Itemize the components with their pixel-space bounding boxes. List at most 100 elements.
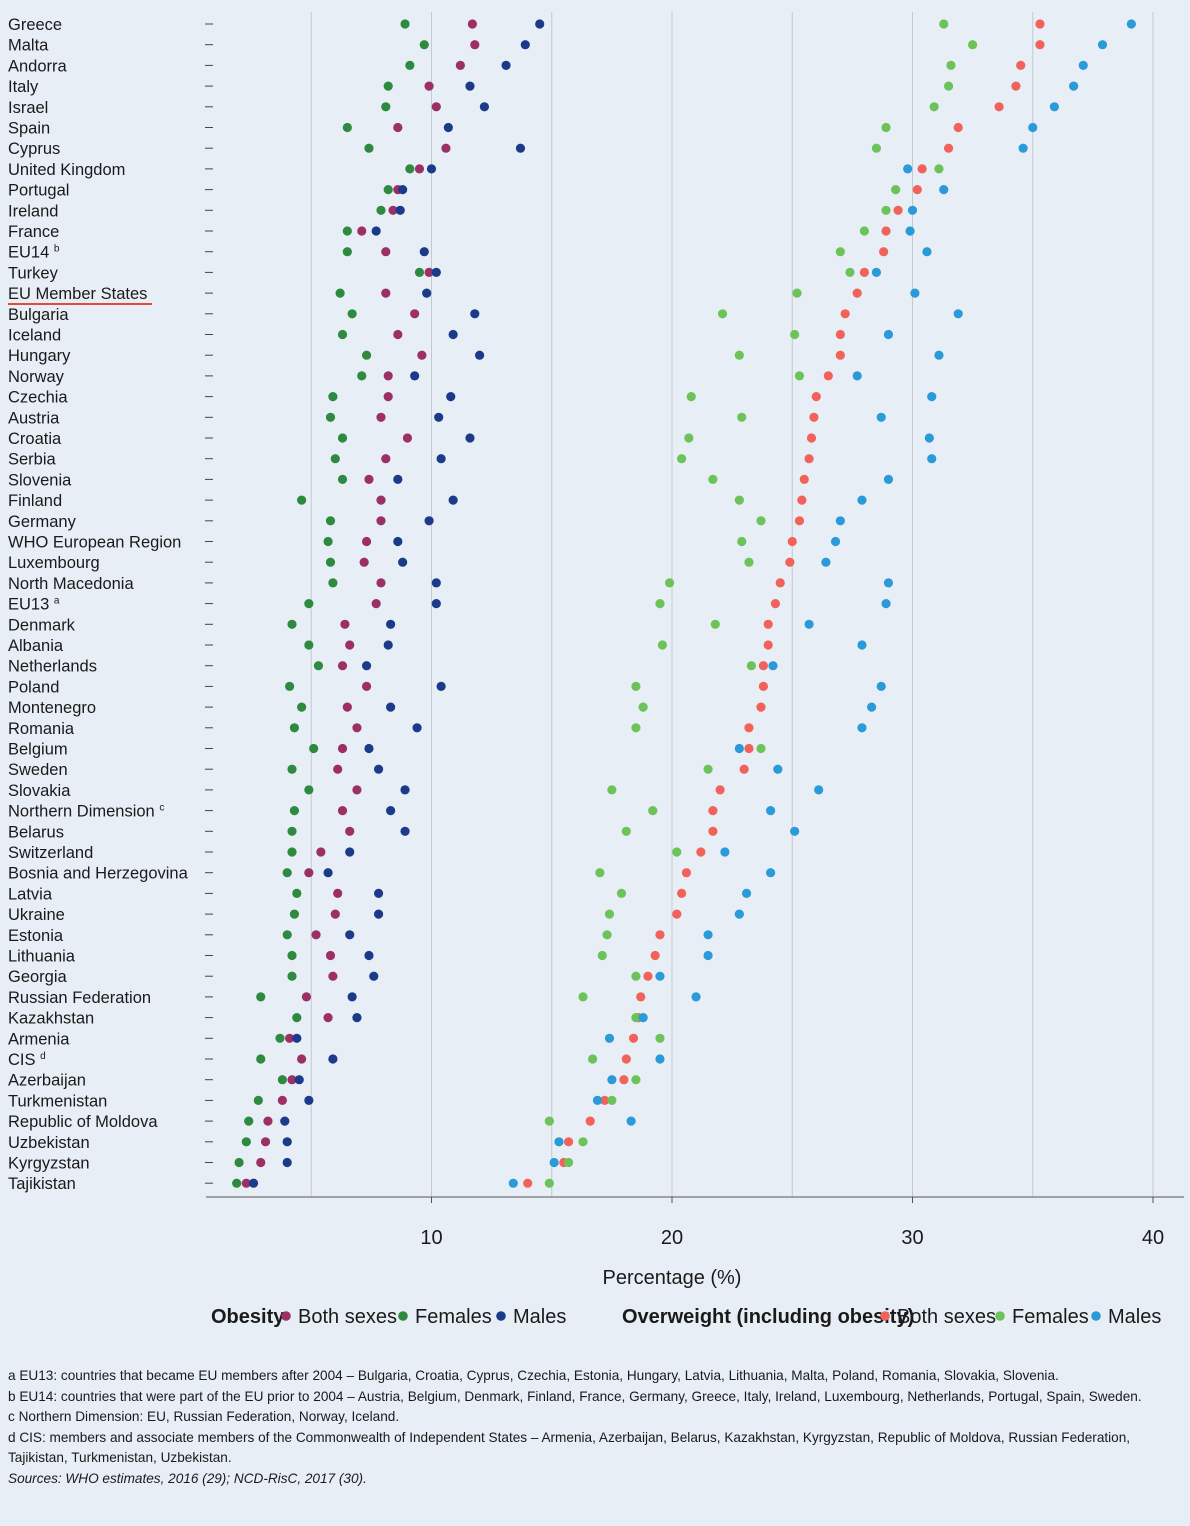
data-point-obesity-both: [376, 516, 386, 526]
data-point-obesity-female: [309, 743, 319, 754]
country-label: Netherlands: [8, 658, 97, 676]
country-label: Greece: [8, 16, 62, 34]
data-point-obesity-both: [424, 267, 434, 277]
data-point-obesity-female: [304, 785, 314, 795]
data-point-obesity-male: [361, 661, 372, 671]
data-point-overweight-male: [1018, 143, 1028, 153]
data-point-obesity-female: [383, 185, 393, 195]
data-point-overweight-female: [602, 930, 612, 940]
data-point-obesity-male: [248, 1178, 259, 1188]
country-label: Lithuania: [8, 948, 76, 966]
data-point-overweight-male: [626, 1116, 636, 1126]
data-point-obesity-female: [275, 1033, 285, 1043]
data-point-obesity-female: [364, 143, 374, 153]
data-point-overweight-female: [595, 868, 605, 878]
data-point-overweight-male: [905, 226, 915, 236]
data-point-overweight-female: [946, 60, 956, 70]
data-point-obesity-both: [359, 557, 369, 567]
legend-label: Females: [1012, 1306, 1089, 1328]
data-point-obesity-male: [383, 640, 393, 650]
country-label: Armenia: [8, 1030, 70, 1048]
country-label: WHO European Region: [8, 534, 181, 552]
data-point-obesity-both: [414, 164, 425, 174]
data-point-obesity-female: [376, 205, 386, 215]
data-point-obesity-female: [361, 350, 372, 360]
legend-swatch: [1091, 1311, 1101, 1321]
data-point-overweight-female: [708, 474, 718, 484]
country-label: Turkey: [8, 264, 59, 282]
data-point-overweight-both: [917, 164, 927, 174]
data-point-overweight-male: [655, 1054, 665, 1064]
data-point-overweight-both: [943, 143, 954, 153]
data-point-overweight-female: [648, 806, 658, 816]
data-point-overweight-male: [508, 1178, 518, 1188]
data-point-overweight-female: [859, 226, 870, 236]
data-point-overweight-female: [734, 350, 744, 360]
data-point-obesity-female: [342, 122, 352, 133]
footnote-a: a EU13: countries that became EU members…: [8, 1368, 1059, 1383]
data-point-overweight-male: [549, 1157, 559, 1168]
country-label: Germany: [8, 513, 77, 531]
data-point-overweight-female: [631, 1013, 641, 1023]
data-point-obesity-female: [335, 288, 345, 298]
data-point-overweight-both: [636, 992, 646, 1002]
data-point-overweight-both: [585, 1116, 595, 1126]
data-point-obesity-male: [419, 247, 429, 257]
data-point-obesity-both: [361, 536, 372, 547]
data-point-obesity-female: [282, 930, 292, 940]
country-label: Bosnia and Herzegovina: [8, 865, 189, 883]
data-point-overweight-female: [607, 785, 617, 795]
data-point-obesity-both: [424, 81, 434, 91]
data-points: [232, 19, 1136, 1188]
data-point-overweight-female: [710, 619, 720, 629]
country-label: Cyprus: [8, 140, 60, 158]
country-label: Bulgaria: [8, 306, 69, 324]
data-point-overweight-both: [563, 1137, 574, 1147]
data-point-obesity-both: [316, 847, 326, 857]
data-point-overweight-both: [756, 702, 766, 712]
data-point-overweight-female: [756, 516, 766, 526]
data-point-overweight-both: [806, 433, 817, 443]
data-point-obesity-male: [448, 329, 458, 340]
data-point-overweight-both: [785, 557, 795, 567]
data-point-obesity-both: [311, 930, 321, 940]
data-point-obesity-female: [357, 371, 367, 381]
data-point-obesity-both: [342, 702, 352, 712]
data-point-obesity-both: [333, 888, 343, 899]
data-point-obesity-both: [285, 1033, 295, 1043]
sources-note: Sources: WHO estimates, 2016 (29); NCD-R…: [8, 1470, 367, 1486]
data-point-overweight-male: [881, 599, 891, 609]
data-point-obesity-both: [337, 661, 348, 671]
data-point-overweight-both: [804, 454, 814, 464]
data-point-overweight-female: [881, 205, 891, 215]
data-point-obesity-both: [345, 826, 355, 836]
data-point-obesity-female: [419, 40, 429, 50]
data-point-overweight-male: [876, 681, 886, 692]
data-point-overweight-male: [604, 1033, 615, 1043]
data-point-overweight-male: [953, 309, 963, 319]
data-point-obesity-female: [328, 578, 338, 588]
data-point-overweight-female: [744, 557, 754, 567]
x-tick-label: 30: [901, 1227, 923, 1249]
data-point-obesity-female: [304, 640, 314, 650]
data-point-obesity-female: [325, 412, 336, 422]
data-point-overweight-female: [597, 950, 607, 961]
data-point-overweight-female: [657, 640, 667, 650]
data-point-obesity-female: [277, 1075, 287, 1085]
data-point-obesity-female: [241, 1137, 251, 1147]
country-label: Luxembourg: [8, 554, 100, 572]
country-label: Turkmenistan: [8, 1092, 107, 1110]
data-point-obesity-male: [345, 847, 355, 857]
data-point-obesity-female: [383, 81, 393, 91]
data-point-overweight-male: [876, 412, 886, 422]
country-labels: Greece Malta Andorra Italy Israel Spain Cyprus…: [8, 16, 213, 1193]
data-point-overweight-male: [934, 350, 944, 360]
data-point-overweight-both: [715, 785, 725, 795]
data-point-overweight-both: [739, 764, 749, 774]
data-point-overweight-female: [939, 19, 949, 29]
data-point-overweight-female: [790, 329, 800, 340]
country-label: EU14 b: [8, 244, 60, 262]
data-point-overweight-female: [677, 454, 687, 464]
data-point-overweight-female: [621, 826, 631, 836]
data-point-overweight-male: [907, 205, 918, 215]
